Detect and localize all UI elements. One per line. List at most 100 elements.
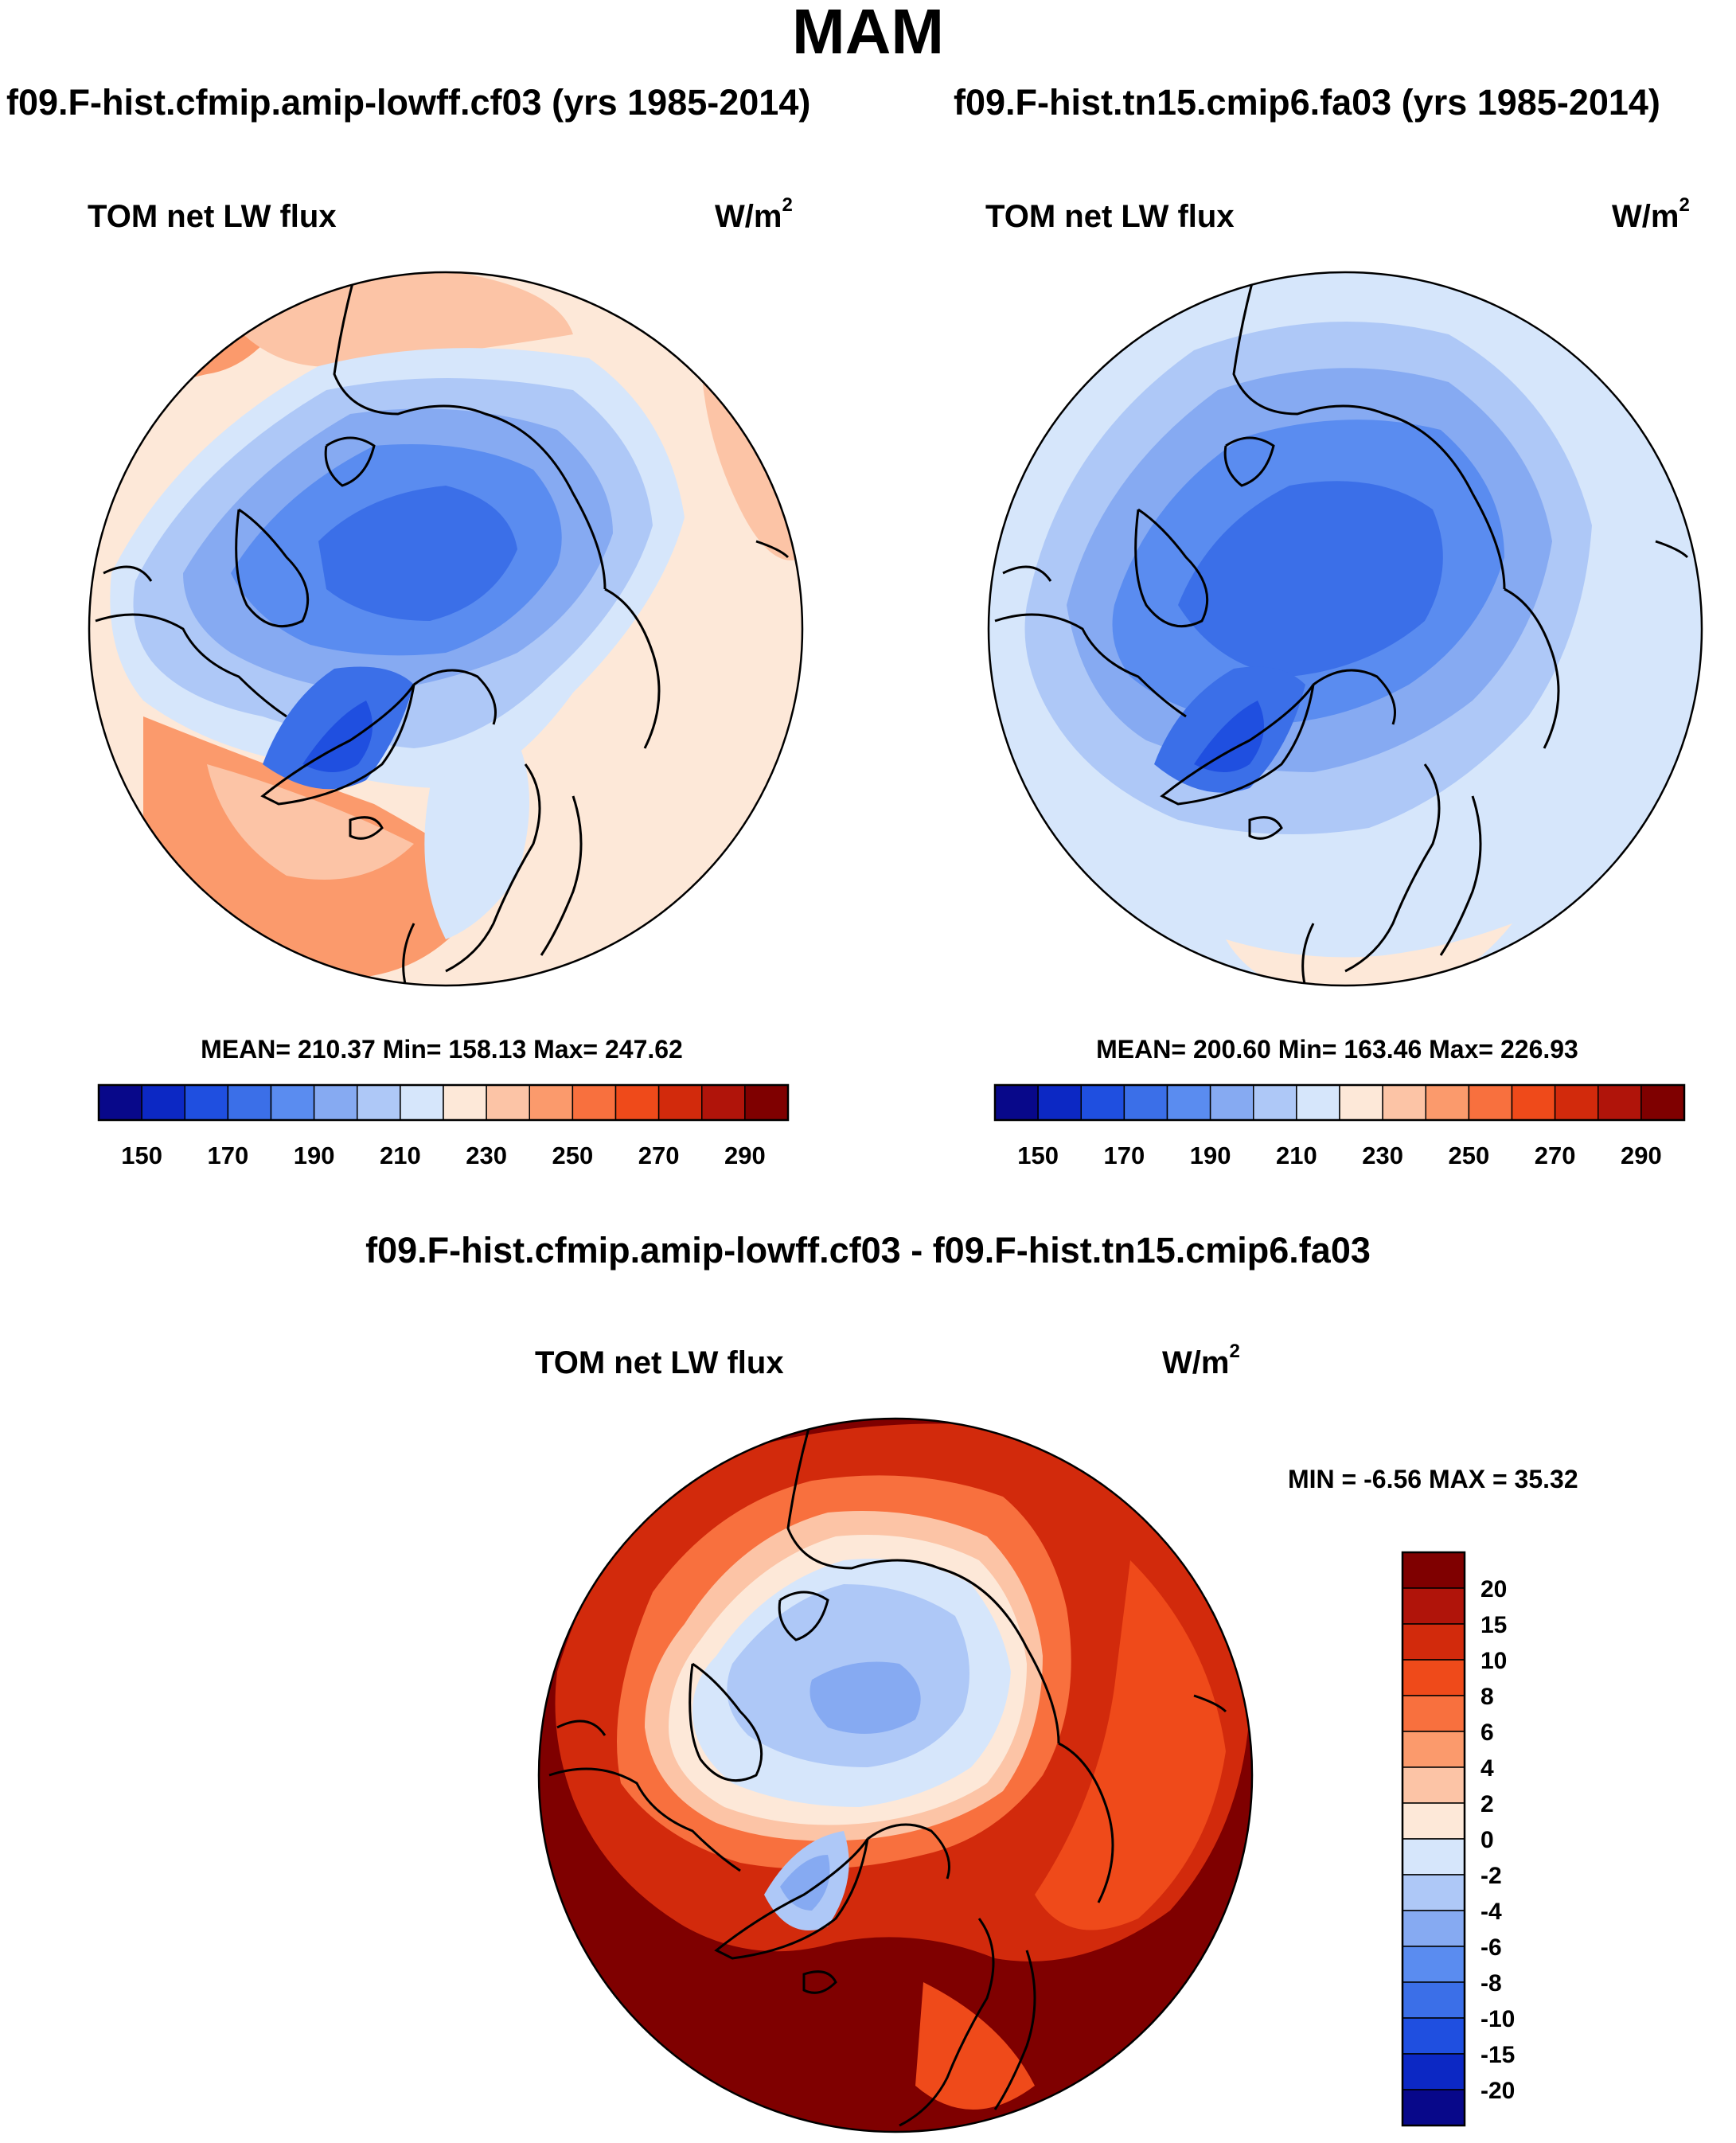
panel2-colorbar-tick-label: 150: [1017, 1142, 1059, 1169]
diff-colorbar-swatch: [1402, 1910, 1465, 1947]
panel2-colorbar-swatch: [1511, 1084, 1556, 1121]
diff-colorbar-swatch: [1402, 1731, 1465, 1768]
panel1-colorbar-swatch: [443, 1084, 487, 1121]
panel2-colorbar: 150 170 190 210 230 250 270 290: [993, 1083, 1686, 1169]
panel1-colorbar-swatch: [227, 1084, 272, 1121]
panel2-colorbar-swatch: [1382, 1084, 1426, 1121]
panel2-stats: MEAN= 200.60 Min= 163.46 Max= 226.93: [1096, 1035, 1578, 1064]
diff-colorbar-tick-label: 15: [1480, 1612, 1507, 1638]
diff-colorbar-swatch: [1402, 2053, 1465, 2090]
panel2-colorbar-swatch: [994, 1084, 1039, 1121]
panel1-colorbar-swatch: [529, 1084, 574, 1121]
diff-colorbar-swatch: [1402, 1766, 1465, 1804]
panel1-colorbar-swatch: [400, 1084, 444, 1121]
panel1-colorbar-tick-label: 190: [294, 1142, 335, 1169]
diff-colorbar-tick-label: -8: [1480, 1970, 1502, 1997]
panel1-colorbar-swatch: [486, 1084, 530, 1121]
diff-colorbar-tick-label: 0: [1480, 1827, 1494, 1853]
diff-colorbar-swatch: [1402, 2089, 1465, 2126]
diff-colorbar-swatch: [1402, 1838, 1465, 1876]
diff-colorbar-tick-label: 20: [1480, 1576, 1507, 1602]
diff-colorbar-tick-label: -20: [1480, 2078, 1515, 2104]
panel2-colorbar-swatch: [1209, 1084, 1254, 1121]
panel1-colorbar-swatch: [98, 1084, 142, 1121]
panel1-units-label: W/m2: [715, 194, 793, 234]
diff-colorbar-swatch: [1402, 1623, 1465, 1661]
panel1-map: [88, 271, 804, 987]
panel1-colorbar-swatch: [270, 1084, 315, 1121]
panel2-variable-label: TOM net LW flux: [985, 199, 1235, 234]
panel1-colorbar-tick-label: 150: [121, 1142, 162, 1169]
panel2-units-label: W/m2: [1612, 194, 1690, 234]
diff-colorbar-swatch: [1402, 1874, 1465, 1911]
panel1-variable-label: TOM net LW flux: [88, 199, 337, 234]
panel1-colorbar-swatch: [184, 1084, 229, 1121]
panel2-colorbar-swatch: [1166, 1084, 1211, 1121]
panel2-colorbar-swatch: [1425, 1084, 1470, 1121]
panel2-colorbar-swatch: [1598, 1084, 1642, 1121]
panel1-colorbar-swatch: [313, 1084, 358, 1121]
diff-colorbar-tick-label: -4: [1480, 1899, 1502, 1925]
panel1-colorbar-tick-label: 170: [208, 1142, 249, 1169]
diff-stats: MIN = -6.56 MAX = 35.32: [1288, 1465, 1578, 1493]
panel1-colorbar-tick-label: 290: [724, 1142, 766, 1169]
diff-colorbar-swatch: [1402, 1981, 1465, 2019]
panel1-colorbar-frame: [97, 1083, 790, 1122]
panel2-colorbar-tick-label: 190: [1190, 1142, 1231, 1169]
panel2-colorbar-swatch: [1253, 1084, 1297, 1121]
panel2-colorbar-tick-label: 210: [1276, 1142, 1317, 1169]
panel1-colorbar-swatch: [357, 1084, 401, 1121]
panel1-colorbar-tick-label: 210: [380, 1142, 421, 1169]
panel2-colorbar-swatch: [1554, 1084, 1599, 1121]
diff-colorbar-tick-label: -15: [1480, 2042, 1515, 2068]
diff-colorbar-frame: [1401, 1551, 1466, 2127]
diff-colorbar-tick-label: 4: [1480, 1755, 1494, 1782]
diff-colorbar-tick-label: -10: [1480, 2006, 1515, 2032]
panel2-colorbar-swatch: [1123, 1084, 1168, 1121]
panel2-case-title: f09.F-hist.tn15.cmip6.fa03 (yrs 1985-201…: [954, 82, 1660, 123]
diff-colorbar-tick-label: 6: [1480, 1719, 1494, 1746]
diff-colorbar-swatch: [1402, 1587, 1465, 1625]
diff-colorbar-swatch: [1402, 1695, 1465, 1732]
panel2-colorbar-swatch: [1640, 1084, 1685, 1121]
panel2-colorbar-tick-label: 230: [1362, 1142, 1403, 1169]
panel2-colorbar-tick-label: 290: [1621, 1142, 1662, 1169]
panel1-colorbar-swatch: [614, 1084, 660, 1121]
panel2-colorbar-swatch: [1339, 1084, 1383, 1121]
panel2-colorbar-tick-label: 270: [1535, 1142, 1576, 1169]
panel1-colorbar-swatch: [572, 1084, 617, 1121]
panel2-colorbar-swatch: [1468, 1084, 1513, 1121]
diff-colorbar-swatch: [1402, 1802, 1465, 1840]
panel2-colorbar-swatch: [1080, 1084, 1125, 1121]
diff-colorbar-tick-label: -2: [1480, 1863, 1502, 1889]
panel1-colorbar-tick-label: 230: [466, 1142, 507, 1169]
panel1-stats: MEAN= 210.37 Min= 158.13 Max= 247.62: [201, 1035, 683, 1064]
diff-units-label: W/m2: [1162, 1341, 1240, 1380]
diff-colorbar-tick-label: 10: [1480, 1648, 1507, 1674]
diff-colorbar-swatch: [1402, 2017, 1465, 2055]
diff-colorbar-swatch: [1402, 1946, 1465, 1983]
panel1-colorbar-swatch: [701, 1084, 746, 1121]
panel2-map: [987, 271, 1703, 987]
diff-colorbar-swatch: [1402, 1552, 1465, 1589]
panel1-colorbar-swatch: [744, 1084, 789, 1121]
panel1-colorbar-swatch: [657, 1084, 703, 1121]
panel1-case-title: f09.F-hist.cfmip.amip-lowff.cf03 (yrs 19…: [6, 82, 811, 123]
panel1-colorbar: 150 170 190 210 230 250 270 290: [97, 1083, 790, 1169]
panel1-colorbar-swatch: [141, 1084, 185, 1121]
panel2-colorbar-frame: [993, 1083, 1686, 1122]
panel2-colorbar-tick-label: 250: [1449, 1142, 1490, 1169]
panel2-colorbar-tick-label: 170: [1104, 1142, 1145, 1169]
diff-colorbar-tick-label: 8: [1480, 1684, 1494, 1710]
diff-map: [537, 1417, 1254, 2133]
diff-panel-title: f09.F-hist.cfmip.amip-lowff.cf03 - f09.F…: [365, 1230, 1371, 1271]
figure-title: MAM: [791, 0, 945, 67]
diff-colorbar-tick-label: -6: [1480, 1934, 1502, 1961]
panel2-colorbar-swatch: [1296, 1084, 1340, 1121]
panel2-colorbar-swatch: [1037, 1084, 1082, 1121]
panel1-colorbar-tick-label: 250: [552, 1142, 594, 1169]
diff-colorbar-swatch: [1402, 1659, 1465, 1696]
panel1-colorbar-tick-label: 270: [638, 1142, 680, 1169]
